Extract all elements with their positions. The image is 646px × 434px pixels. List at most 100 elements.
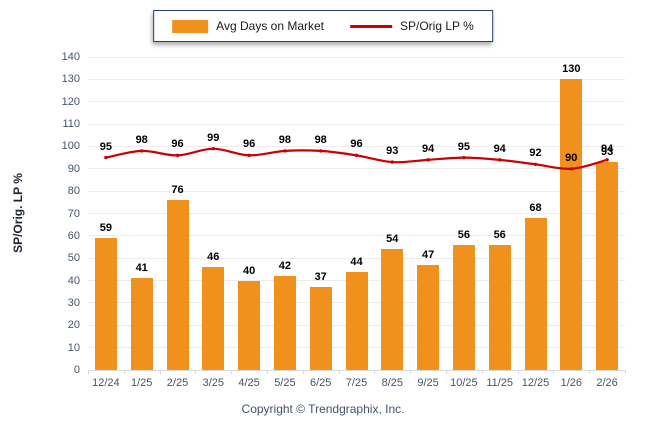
- bar-value-label: 93: [600, 146, 614, 159]
- line-point-marker: [426, 158, 430, 162]
- x-tick-label: 1/25: [130, 377, 153, 389]
- x-tick-label: 2/26: [596, 377, 618, 389]
- line-value-label: 94: [600, 142, 614, 155]
- x-tick-label: 12/24: [92, 377, 120, 389]
- x-tick-label: 1/26: [560, 377, 582, 389]
- x-tick-mark: [446, 370, 447, 374]
- x-tick-mark: [625, 370, 626, 374]
- bar: [273, 276, 296, 370]
- gridline: [88, 145, 625, 147]
- bar: [130, 278, 153, 370]
- y-tick-label: 110: [62, 118, 80, 131]
- line-point-marker: [175, 153, 180, 158]
- bar: [596, 162, 619, 370]
- x-tick-mark: [374, 370, 376, 374]
- x-tick-mark: [159, 370, 161, 374]
- x-tick-mark: [517, 370, 519, 374]
- x-tick-mark: [231, 370, 233, 374]
- bar: [238, 280, 261, 370]
- bar: [381, 249, 404, 370]
- bar-value-label: 41: [135, 262, 148, 275]
- trend-line: [104, 146, 609, 171]
- line-value-label: 98: [278, 133, 292, 146]
- bar: [202, 267, 225, 370]
- legend-label-bar: Avg Days on Market: [216, 19, 325, 33]
- legend: Avg Days on Market SP/Orig LP %: [153, 10, 493, 42]
- y-tick-label: 80: [67, 185, 80, 198]
- bar-value-label: 42: [278, 260, 292, 273]
- x-tick-mark: [481, 370, 483, 374]
- gridline: [88, 168, 625, 170]
- y-tick-label: 140: [61, 51, 80, 63]
- x-tick-mark: [589, 370, 591, 374]
- y-tick-label: 10: [67, 341, 80, 354]
- x-tick-label: 9/25: [417, 377, 439, 389]
- bar: [560, 79, 583, 370]
- gridline: [88, 78, 625, 80]
- x-tick-label: 3/25: [202, 377, 224, 389]
- y-axis-title: SP/Orig. LP %: [11, 173, 25, 253]
- line-point-marker: [247, 153, 251, 158]
- bar: [452, 244, 475, 370]
- bar: [345, 271, 368, 370]
- bar-value-label: 56: [457, 228, 471, 241]
- plot-area: 59 12/24 41 1/25 76 2/25 46 3/25 40 4/25 42 5/25 37 6…: [88, 56, 626, 389]
- bar-value-label: 59: [99, 222, 113, 235]
- bar-value-label: 46: [207, 251, 220, 264]
- y-tick-label: 130: [61, 73, 80, 86]
- line-point-marker: [211, 146, 215, 151]
- bar-value-label: 40: [242, 264, 256, 277]
- bar: [417, 264, 440, 370]
- x-tick-label: 11/25: [486, 377, 514, 389]
- gridline: [88, 56, 625, 58]
- x-tick-label: 12/25: [521, 377, 550, 389]
- line-value-label: 99: [207, 131, 220, 144]
- bar: [94, 238, 117, 370]
- line-value-label: 93: [386, 145, 399, 158]
- line-value-label: 98: [135, 133, 148, 146]
- y-tick-label: 50: [67, 252, 80, 265]
- gridline: [88, 190, 625, 192]
- line-point-marker: [354, 153, 359, 158]
- x-tick-label: 8/25: [381, 377, 403, 389]
- line-point-marker: [319, 149, 323, 153]
- bar-value-label: 54: [386, 233, 399, 246]
- gridline: [88, 369, 625, 371]
- line-point-marker: [569, 167, 573, 171]
- bar-value-label: 68: [529, 201, 542, 214]
- line-point-marker: [140, 149, 144, 153]
- copyright-text: Copyright © Trendgraphix, Inc.: [241, 402, 405, 416]
- bar-value-label: 130: [562, 63, 581, 76]
- x-tick-mark: [338, 370, 340, 374]
- y-tick-label: 120: [61, 95, 80, 108]
- line-value-label: 98: [314, 133, 327, 146]
- line-point-marker: [498, 158, 502, 162]
- line-value-label: 90: [565, 151, 578, 164]
- line-point-marker: [462, 155, 466, 160]
- y-tick-label: 0: [73, 364, 80, 376]
- legend-entry-bar: Avg Days on Market: [172, 19, 324, 33]
- line-value-label: 94: [421, 142, 435, 155]
- bar-value-label: 76: [171, 184, 184, 197]
- gridline: [88, 257, 625, 259]
- bar-value-label: 37: [314, 271, 327, 284]
- gridline: [88, 123, 625, 125]
- x-tick-label: 6/25: [309, 377, 332, 389]
- x-tick-label: 7/25: [345, 377, 368, 389]
- line-value-label: 96: [171, 138, 184, 151]
- y-tick-label: 60: [67, 229, 80, 242]
- x-tick-mark: [123, 370, 125, 374]
- line-value-label: 96: [242, 138, 256, 151]
- bar-swatch-icon: [172, 19, 209, 33]
- gridline: [88, 101, 625, 103]
- x-tick-label: 2/25: [166, 377, 189, 389]
- line-value-label: 95: [457, 140, 471, 153]
- legend-label-line: SP/Orig LP %: [400, 19, 474, 33]
- line-point-marker: [283, 149, 287, 153]
- y-tick-label: 20: [67, 319, 80, 332]
- gridline: [88, 235, 625, 237]
- x-tick-mark: [267, 370, 268, 374]
- x-tick-mark: [88, 370, 89, 374]
- gridline: [88, 213, 625, 214]
